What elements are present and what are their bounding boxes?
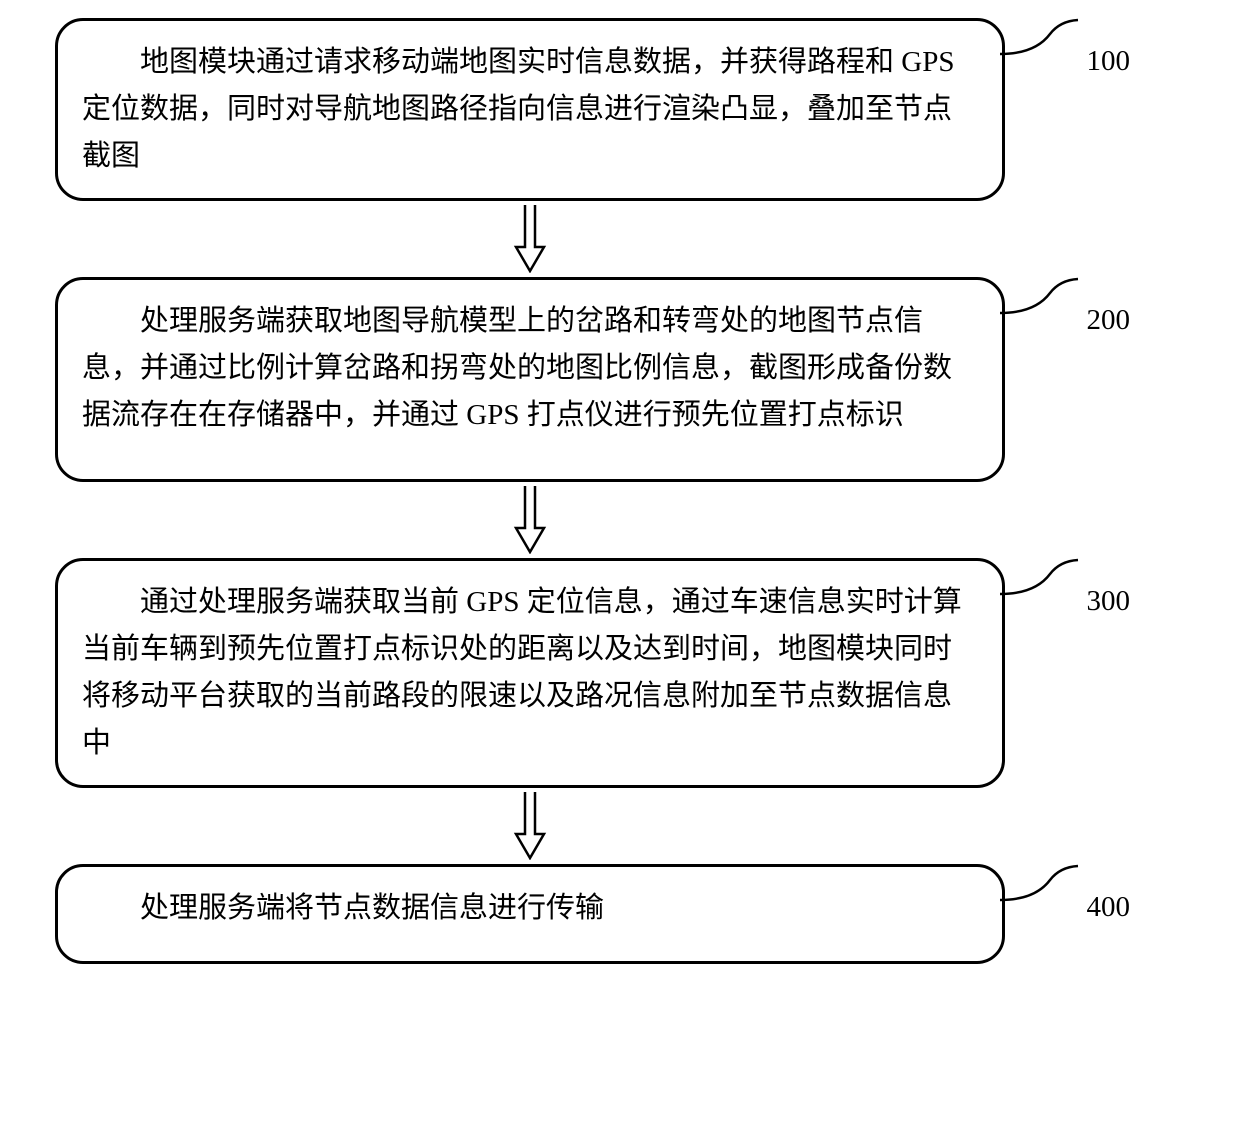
flowchart-step: 地图模块通过请求移动端地图实时信息数据，并获得路程和 GPS 定位数据，同时对导… bbox=[55, 18, 1005, 201]
step-label: 100 bbox=[1087, 45, 1131, 78]
label-connector-curve bbox=[1000, 16, 1080, 61]
flow-arrow-down bbox=[510, 205, 550, 273]
step-text: 处理服务端获取地图导航模型上的岔路和转弯处的地图节点信息，并通过比例计算岔路和拐… bbox=[82, 298, 978, 439]
flow-arrow-down bbox=[510, 486, 550, 554]
step-row: 地图模块通过请求移动端地图实时信息数据，并获得路程和 GPS 定位数据，同时对导… bbox=[55, 18, 1185, 201]
step-row: 处理服务端获取地图导航模型上的岔路和转弯处的地图节点信息，并通过比例计算岔路和拐… bbox=[55, 277, 1185, 482]
flow-arrow-down bbox=[510, 792, 550, 860]
step-text: 地图模块通过请求移动端地图实时信息数据，并获得路程和 GPS 定位数据，同时对导… bbox=[82, 39, 978, 180]
label-connector-curve bbox=[1000, 275, 1080, 320]
step-text: 处理服务端将节点数据信息进行传输 bbox=[82, 885, 978, 932]
step-row: 处理服务端将节点数据信息进行传输 400 bbox=[55, 864, 1185, 964]
step-label: 400 bbox=[1087, 891, 1131, 924]
flowchart-step: 处理服务端将节点数据信息进行传输 400 bbox=[55, 864, 1005, 964]
flowchart-container: 地图模块通过请求移动端地图实时信息数据，并获得路程和 GPS 定位数据，同时对导… bbox=[55, 18, 1185, 964]
step-label: 300 bbox=[1087, 585, 1131, 618]
step-row: 通过处理服务端获取当前 GPS 定位信息，通过车速信息实时计算当前车辆到预先位置… bbox=[55, 558, 1185, 788]
flowchart-step: 通过处理服务端获取当前 GPS 定位信息，通过车速信息实时计算当前车辆到预先位置… bbox=[55, 558, 1005, 788]
step-text: 通过处理服务端获取当前 GPS 定位信息，通过车速信息实时计算当前车辆到预先位置… bbox=[82, 579, 978, 767]
flowchart-step: 处理服务端获取地图导航模型上的岔路和转弯处的地图节点信息，并通过比例计算岔路和拐… bbox=[55, 277, 1005, 482]
label-connector-curve bbox=[1000, 862, 1080, 907]
step-label: 200 bbox=[1087, 304, 1131, 337]
label-connector-curve bbox=[1000, 556, 1080, 601]
